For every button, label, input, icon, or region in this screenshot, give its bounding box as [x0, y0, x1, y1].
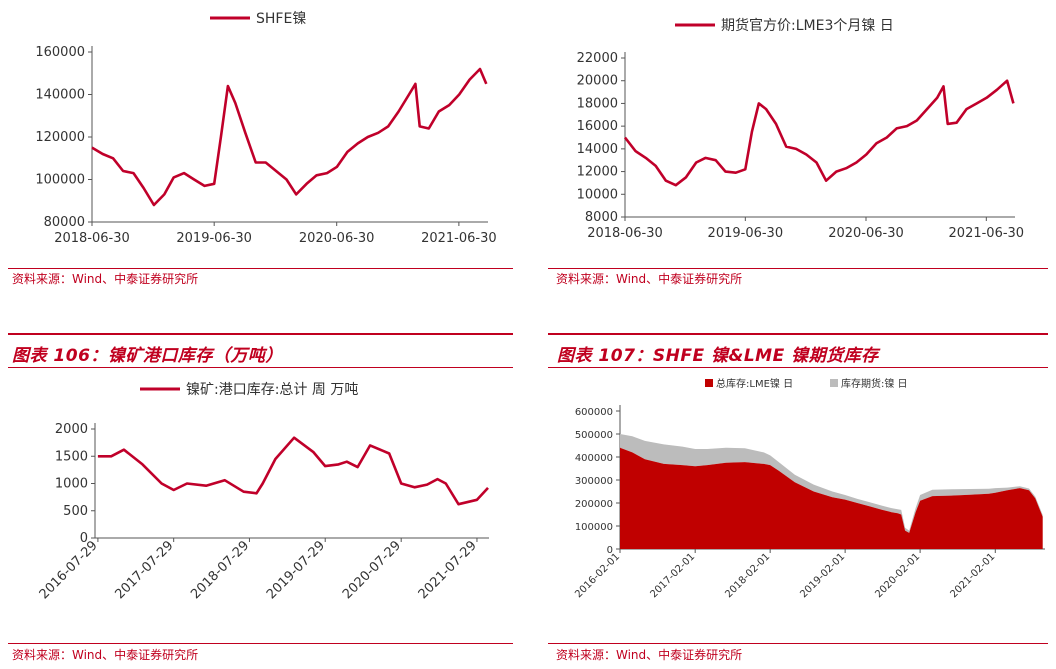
- legend-swatch: [705, 379, 713, 387]
- figure-title-rule: [8, 333, 513, 335]
- y-tick-label: 18000: [577, 96, 618, 111]
- legend-label: 库存期货:镍 日: [841, 377, 908, 390]
- y-tick-label: 200000: [575, 499, 613, 510]
- line-series: [623, 79, 1015, 187]
- y-tick-label: 10000: [577, 187, 618, 202]
- y-tick-label: 80000: [44, 215, 85, 230]
- x-tick-label: 2019-06-30: [176, 231, 252, 246]
- x-tick-label: 2020-06-30: [299, 231, 375, 246]
- x-tick-label: 2018-07-29: [188, 538, 252, 602]
- source-divider: [548, 643, 1048, 644]
- y-tick-label: 100000: [575, 522, 613, 533]
- line-series: [97, 436, 489, 506]
- source-divider: [8, 268, 513, 269]
- figure-title-rule: [548, 333, 1048, 335]
- x-tick-label: 2019-07-29: [264, 538, 328, 602]
- x-tick-label: 2020-02-01: [873, 551, 922, 600]
- x-tick-label: 2019-02-01: [798, 551, 847, 600]
- y-tick-label: 1500: [55, 449, 88, 464]
- x-tick-label: 2021-06-30: [949, 226, 1025, 241]
- y-tick-label: 14000: [577, 142, 618, 157]
- chart-nickel-stocks: 0 100000 200000 300000 400000 500000 600000 201…: [573, 377, 1045, 600]
- y-tick-label: 2000: [55, 422, 88, 437]
- y-tick-label: 0: [80, 531, 88, 546]
- y-tick-label: 600000: [575, 407, 613, 418]
- line-series: [91, 67, 488, 207]
- x-tick-label: 2018-06-30: [587, 226, 663, 241]
- x-tick-label: 2020-07-29: [340, 538, 404, 602]
- x-tick-label: 2019-06-30: [708, 226, 784, 241]
- x-tick-label: 2020-06-30: [828, 226, 904, 241]
- chart-panel-ore-inventory: 图表 106：镍矿港口库存（万吨） 0 500 1000 1500 2000 2016-0…: [0, 333, 520, 667]
- y-tick-label: 400000: [575, 453, 613, 464]
- source-note: 资料来源：Wind、中泰证券研究所: [12, 272, 199, 286]
- legend-label: 期货官方价:LME3个月镍 日: [721, 17, 894, 34]
- y-tick-label: 140000: [35, 88, 85, 103]
- legend-label: 镍矿:港口库存:总计 周 万吨: [186, 382, 358, 398]
- y-tick-label: 20000: [577, 74, 618, 89]
- y-tick-label: 16000: [577, 119, 618, 134]
- y-tick-label: 160000: [35, 45, 85, 60]
- x-tick-label: 2021-07-29: [416, 538, 480, 602]
- x-tick-label: 2017-07-29: [112, 538, 176, 602]
- source-divider: [548, 268, 1048, 269]
- y-tick-label: 500000: [575, 430, 613, 441]
- chart-lme-nickel: 8000 10000 12000 14000 16000 18000 20000 22000 2…: [577, 17, 1025, 241]
- chart-panel-shfe-nickel: 80000 100000 120000 140000 160000 2018-06-30 2…: [0, 0, 520, 290]
- x-tick-label: 2016-07-29: [37, 538, 101, 602]
- y-tick-label: 300000: [575, 476, 613, 487]
- chart-panel-nickel-stocks: 图表 107：SHFE 镍&LME 镍期货库存 0 100000 200000 300…: [545, 333, 1056, 667]
- figure-title-underline: [548, 367, 1048, 368]
- y-tick-label: 1000: [55, 477, 88, 492]
- area-series-futures-stock: [620, 434, 1043, 533]
- y-tick-label: 12000: [577, 165, 618, 180]
- x-tick-label: 2016-02-01: [573, 551, 622, 600]
- y-tick-label: 0: [607, 545, 613, 556]
- y-tick-label: 500: [63, 504, 88, 519]
- y-tick-label: 8000: [585, 210, 618, 225]
- legend-swatch: [830, 379, 838, 387]
- x-tick-label: 2021-02-01: [949, 551, 998, 600]
- x-tick-label: 2018-06-30: [54, 231, 130, 246]
- x-tick-label: 2017-02-01: [648, 551, 697, 600]
- x-tick-label: 2018-02-01: [723, 551, 772, 600]
- x-tick-label: 2021-06-30: [421, 231, 497, 246]
- y-tick-label: 120000: [35, 130, 85, 145]
- y-tick-label: 22000: [577, 51, 618, 66]
- figure-title: 图表 107：SHFE 镍&LME 镍期货库存: [557, 346, 879, 366]
- figure-title: 图表 106：镍矿港口库存（万吨）: [12, 346, 283, 366]
- legend-label: 总库存:LME镍 日: [716, 377, 793, 390]
- source-note: 资料来源：Wind、中泰证券研究所: [12, 648, 199, 662]
- source-note: 资料来源：Wind、中泰证券研究所: [556, 272, 743, 286]
- source-divider: [8, 643, 513, 644]
- y-tick-label: 100000: [35, 173, 85, 188]
- area-series-lme-stock: [620, 447, 1043, 549]
- chart-ore-port-inventory: 0 500 1000 1500 2000 2016-07-29 2017-07-29 2018…: [37, 382, 489, 602]
- chart-panel-lme-nickel: 8000 10000 12000 14000 16000 18000 20000 22000 2…: [545, 0, 1056, 290]
- legend-label: SHFE镍: [256, 11, 306, 27]
- figure-title-underline: [8, 367, 513, 368]
- source-note: 资料来源：Wind、中泰证券研究所: [556, 648, 743, 662]
- chart-shfe-nickel: 80000 100000 120000 140000 160000 2018-06-30 2…: [35, 11, 497, 246]
